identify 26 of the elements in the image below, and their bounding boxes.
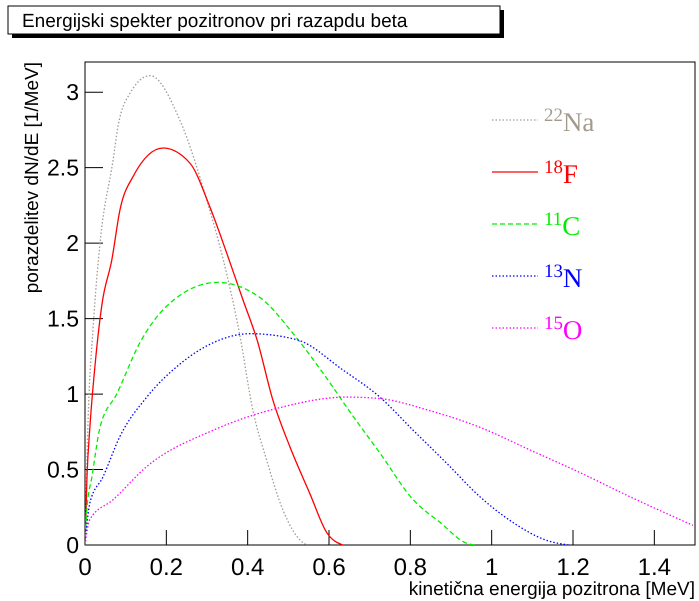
x-tick-label: 0.6 — [312, 554, 346, 581]
line-series — [85, 147, 344, 545]
x-tick-label: 1.4 — [638, 554, 672, 581]
line-series — [85, 282, 476, 545]
legend-label: $^{15}$O — [544, 312, 582, 345]
legend-label: $^{13}$N — [544, 260, 582, 293]
x-axis-title: kinetična energija pozitrona [MeV] — [408, 579, 695, 600]
y-tick-label: 1.5 — [47, 306, 79, 332]
x-tick-label: 1.2 — [556, 554, 590, 581]
y-tick-label: 2 — [66, 230, 79, 256]
line-series — [85, 396, 694, 545]
x-tick-label: 0.8 — [394, 554, 428, 581]
legend-label: $^{11}$C — [544, 208, 580, 241]
y-tick-label: 1 — [66, 381, 79, 408]
y-tick-label: 0 — [66, 532, 79, 558]
x-tick-label: 0.4 — [230, 554, 264, 581]
legend-label: $^{18}$F — [544, 156, 578, 189]
y-tick-label: 3 — [66, 79, 79, 106]
y-axis-title: porazdelitev dN/dE [1/MeV] — [22, 62, 43, 294]
x-tick-label: 0.2 — [150, 554, 184, 581]
y-tick-label: 0.5 — [47, 456, 79, 483]
line-series — [85, 74, 308, 545]
x-tick-label: 1 — [484, 554, 498, 581]
y-tick-label: 2.5 — [47, 154, 79, 181]
chart-title: Energijski spekter pozitronov pri razapdu beta — [22, 11, 408, 32]
legend-label: $^{22}$Na — [544, 104, 594, 137]
